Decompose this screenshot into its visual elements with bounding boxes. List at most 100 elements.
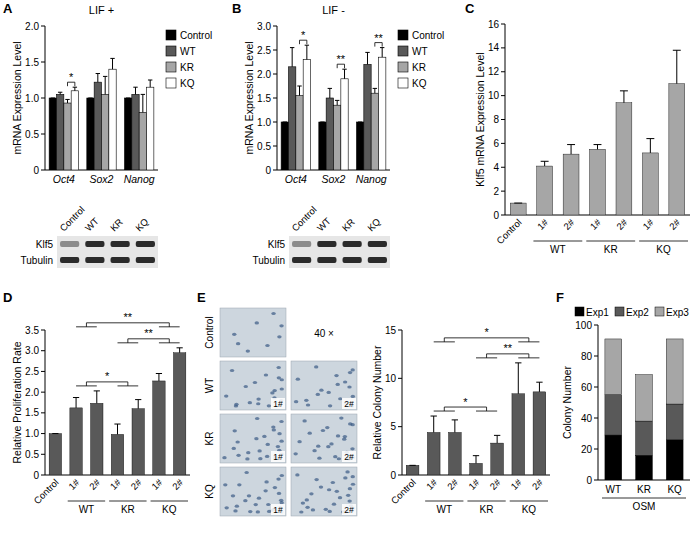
blot-row-label: Klf5 <box>268 239 286 250</box>
colony <box>335 490 339 493</box>
colony <box>271 312 275 315</box>
y-tick <box>273 98 277 99</box>
legend-swatch <box>166 78 176 88</box>
x-tick-label: 2# <box>614 216 630 232</box>
colony <box>279 499 283 502</box>
image-row-label: WT <box>204 378 215 394</box>
group-line <box>533 241 582 242</box>
colony <box>299 510 303 513</box>
bar <box>49 434 61 475</box>
bar <box>71 91 78 170</box>
colony <box>276 477 280 480</box>
y-axis <box>598 325 599 480</box>
y-tick <box>594 480 598 481</box>
bar-segment <box>636 375 653 422</box>
error-bar <box>103 76 107 94</box>
colony <box>224 394 228 397</box>
bar-segment <box>666 440 683 480</box>
bar <box>124 98 131 170</box>
y-tick-label: 0 <box>33 165 39 176</box>
image-column-label: 1# <box>273 505 283 515</box>
error-bar <box>297 86 301 96</box>
y-tick-label: 3.5 <box>25 325 39 336</box>
y-tick-label: 0.5 <box>25 449 39 460</box>
y-tick <box>594 449 598 450</box>
error-bar <box>342 69 346 79</box>
error-bar <box>452 420 458 433</box>
y-tick <box>41 475 45 476</box>
y-tick-label: 1.5 <box>25 407 39 418</box>
colony <box>351 475 355 478</box>
colony <box>293 452 297 455</box>
blot-background <box>289 236 390 268</box>
error-bar <box>305 45 309 59</box>
bar-segment <box>666 404 683 440</box>
error-bar <box>96 74 100 83</box>
y-tick-label: 2.0 <box>257 69 271 80</box>
colony <box>277 366 281 369</box>
colony <box>350 423 354 426</box>
y-tick-label: 100 <box>575 320 592 331</box>
y-tick <box>501 24 505 25</box>
legend-swatch <box>575 307 584 316</box>
bar <box>563 154 579 215</box>
colony <box>348 487 352 490</box>
colony <box>351 483 355 486</box>
bar-segment <box>636 455 653 480</box>
group-label: WT <box>79 504 95 515</box>
error-bar <box>156 374 162 381</box>
y-axis-title: Klf5 mRNA Expression Level <box>474 52 486 186</box>
colony <box>305 506 309 509</box>
y-tick <box>501 95 505 96</box>
bar <box>56 94 63 170</box>
blot-lane-label: Control <box>57 204 86 233</box>
error-bar <box>514 203 522 204</box>
y-tick <box>501 167 505 168</box>
legend-swatch <box>398 62 408 72</box>
y-tick-label: 2.0 <box>25 387 39 398</box>
x-tick-label: 1# <box>508 476 524 492</box>
blot-background <box>57 236 158 268</box>
group-label: KR <box>604 244 618 255</box>
y-axis-title: Relative Proliferation Rate <box>11 341 23 463</box>
y-tick <box>273 50 277 51</box>
group-line <box>425 501 463 502</box>
colony <box>328 404 332 407</box>
bar <box>319 122 326 170</box>
x-tick-label: WT <box>606 484 622 495</box>
bar <box>470 463 483 475</box>
y-tick-label: 40 <box>581 413 593 424</box>
bar <box>139 112 146 170</box>
y-tick <box>41 26 45 27</box>
colony <box>295 473 299 476</box>
panel-letter: C <box>465 1 475 16</box>
x-tick-label: KQ <box>667 484 682 495</box>
colony <box>279 440 283 443</box>
colony <box>272 428 276 431</box>
colony <box>223 483 227 486</box>
blot-band <box>136 241 155 247</box>
colony <box>312 449 316 452</box>
x-tick-label: 2# <box>530 476 546 492</box>
colony <box>248 510 252 513</box>
x-label-line <box>602 498 686 499</box>
bar <box>64 103 71 170</box>
colony <box>232 447 236 450</box>
colony <box>255 321 259 324</box>
plot-area <box>49 58 154 170</box>
colony <box>297 440 301 443</box>
x-tick-label: Sox2 <box>322 173 346 185</box>
x-tick-label: 1# <box>466 476 482 492</box>
y-tick-label: 1.0 <box>25 93 39 104</box>
y-tick-label: 3.0 <box>25 345 39 356</box>
y-tick <box>41 392 45 393</box>
y-tick-label: 16 <box>488 19 500 30</box>
error-bar <box>673 50 681 83</box>
colony <box>258 457 262 460</box>
image-row-label: KQ <box>204 484 215 499</box>
colony <box>317 457 321 460</box>
bar <box>94 82 101 170</box>
colony <box>253 381 257 384</box>
y-tick-label: 1.5 <box>25 57 39 68</box>
colony <box>316 393 320 396</box>
